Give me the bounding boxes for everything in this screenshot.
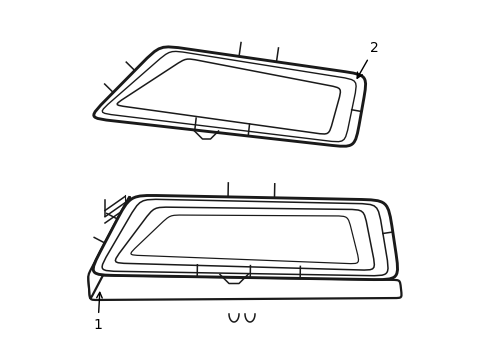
PathPatch shape	[102, 51, 355, 142]
Text: 1: 1	[93, 292, 102, 332]
PathPatch shape	[115, 207, 373, 270]
PathPatch shape	[102, 199, 387, 276]
PathPatch shape	[93, 195, 397, 280]
PathPatch shape	[88, 275, 401, 300]
PathPatch shape	[94, 47, 365, 146]
PathPatch shape	[131, 215, 358, 264]
PathPatch shape	[117, 59, 340, 134]
PathPatch shape	[88, 197, 131, 298]
Text: 2: 2	[356, 41, 378, 78]
